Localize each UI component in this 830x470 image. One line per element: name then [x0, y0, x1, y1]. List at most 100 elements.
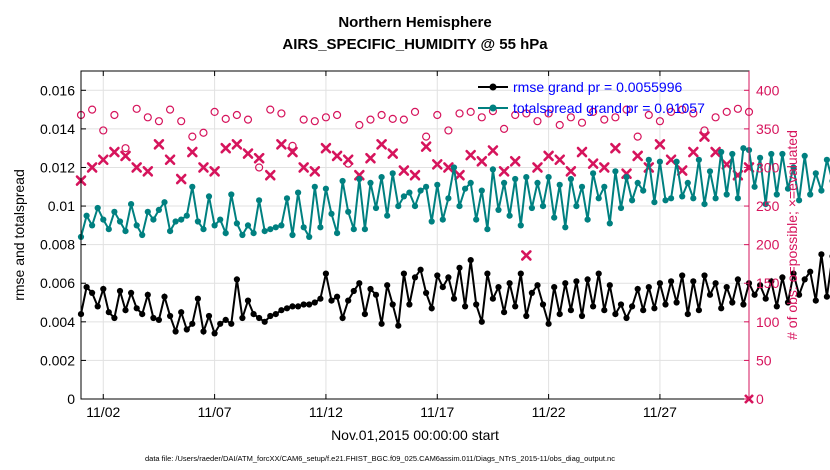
data-point-rmse: [133, 305, 140, 312]
obs-possible-point: [511, 110, 520, 120]
obs-possible-point: [377, 110, 386, 120]
obs-evaluated-point: [187, 146, 198, 158]
data-point-totalspread: [612, 168, 619, 175]
obs-evaluated-point: [209, 166, 220, 177]
data-point-rmse: [690, 278, 697, 285]
data-point-rmse: [595, 270, 602, 277]
data-point-totalspread: [144, 208, 151, 215]
data-point-totalspread: [762, 201, 769, 208]
data-point-totalspread: [356, 175, 363, 183]
data-point-rmse: [551, 284, 558, 291]
y-right-tick-label: 100: [756, 314, 780, 330]
data-point-totalspread: [456, 203, 463, 210]
data-point-totalspread: [740, 145, 747, 152]
data-point-rmse: [512, 303, 519, 310]
data-point-rmse: [172, 328, 179, 335]
obs-markers: [75, 104, 755, 404]
obs-evaluated-point: [576, 146, 588, 158]
data-point-totalspread: [818, 187, 825, 194]
data-point-totalspread: [217, 216, 224, 223]
data-point-rmse: [651, 305, 658, 312]
y-right-tick-label: 50: [756, 352, 772, 368]
y-right-tick-label: 150: [756, 275, 780, 291]
obs-possible-point: [143, 113, 152, 122]
data-point-rmse: [94, 303, 101, 310]
y-axis-label: rmse and totalspread: [11, 169, 27, 301]
data-point-totalspread: [784, 185, 792, 192]
y-tick-label: 0.004: [40, 314, 75, 330]
data-point-rmse: [462, 303, 469, 310]
obs-possible-point: [499, 124, 509, 133]
grid: [81, 71, 749, 399]
data-point-totalspread: [439, 216, 446, 223]
data-point-totalspread: [100, 216, 107, 223]
data-point-rmse: [100, 285, 107, 293]
data-point-rmse: [372, 291, 380, 298]
data-point-rmse: [495, 284, 502, 291]
data-point-rmse: [211, 330, 218, 337]
data-point-totalspread: [417, 187, 424, 194]
data-point-totalspread: [534, 179, 541, 186]
obs-possible-point: [266, 105, 275, 114]
data-point-totalspread: [473, 216, 480, 223]
obs-evaluated-point: [676, 165, 688, 176]
obs-evaluated-point: [175, 173, 187, 185]
y-right-tick-label: 200: [756, 237, 780, 253]
data-point-rmse: [456, 264, 463, 271]
y-right-tick-label: 0: [756, 391, 764, 407]
obs-evaluated-point: [431, 159, 443, 170]
obs-possible-point: [310, 117, 319, 126]
data-point-rmse: [155, 316, 162, 323]
obs-evaluated-point: [220, 142, 232, 154]
data-point-rmse: [801, 276, 808, 283]
data-point-totalspread: [668, 195, 675, 202]
obs-evaluated-point: [509, 155, 521, 167]
data-point-totalspread: [428, 218, 435, 225]
data-point-rmse: [105, 309, 112, 316]
data-point-rmse: [189, 320, 196, 327]
data-point-totalspread: [233, 220, 240, 227]
data-point-rmse: [601, 307, 608, 314]
obs-possible-point: [188, 132, 197, 141]
data-point-rmse: [701, 272, 708, 279]
data-point-totalspread: [161, 199, 168, 206]
data-point-rmse: [150, 314, 157, 322]
data-point-totalspread: [634, 179, 641, 186]
data-point-rmse: [450, 295, 458, 302]
data-point-rmse: [723, 284, 730, 291]
obs-possible-point: [255, 163, 264, 172]
data-point-totalspread: [629, 197, 636, 204]
legend-marker-rmse: [489, 83, 497, 91]
data-point-rmse: [757, 282, 764, 289]
obs-evaluated-point: [632, 150, 643, 162]
data-point-rmse: [306, 301, 313, 308]
data-point-rmse: [389, 301, 396, 308]
data-point-rmse: [167, 312, 174, 320]
data-point-rmse: [590, 303, 597, 310]
data-point-totalspread: [94, 204, 101, 212]
data-point-totalspread: [278, 222, 285, 229]
data-point-rmse: [567, 307, 575, 314]
data-point-totalspread: [172, 218, 179, 225]
obs-possible-point: [88, 105, 97, 114]
data-point-rmse: [217, 320, 224, 327]
data-point-totalspread: [400, 193, 407, 200]
data-point-rmse: [523, 312, 530, 320]
obs-evaluated-point: [587, 158, 599, 169]
obs-possible-point: [288, 141, 297, 150]
data-point-rmse: [144, 291, 151, 298]
data-point-totalspread: [751, 183, 758, 190]
data-point-totalspread: [389, 170, 396, 177]
obs-possible-point: [589, 107, 598, 117]
data-point-rmse: [712, 280, 719, 287]
data-point-rmse: [367, 285, 374, 293]
data-point-totalspread: [155, 206, 162, 213]
data-point-totalspread: [411, 203, 419, 210]
data-point-totalspread: [478, 187, 485, 194]
data-point-rmse: [740, 301, 747, 308]
legend-marker-totalspread: [489, 104, 497, 112]
obs-possible-point: [177, 117, 186, 126]
data-point-rmse: [612, 311, 619, 318]
data-point-totalspread: [523, 174, 530, 181]
data-point-rmse: [556, 311, 563, 318]
